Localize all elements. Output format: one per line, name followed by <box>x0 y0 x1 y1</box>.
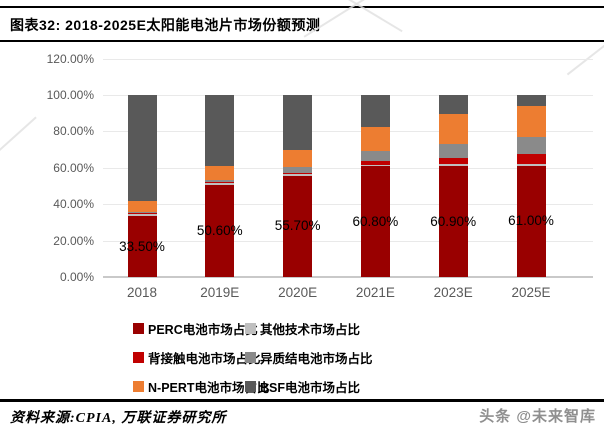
perc-data-label: 61.00% <box>508 213 554 229</box>
legend-item-hjt: 异质结电池市场占比 <box>245 348 373 367</box>
bar-segment-hjt-2019E <box>205 179 235 182</box>
perc-data-label: 33.50% <box>119 238 165 254</box>
bar-segment-other-tech-2019E <box>205 182 235 185</box>
legend-label-back-contact: 背接触电池市场占比 <box>148 352 261 366</box>
legend-swatch-hjt <box>245 352 256 363</box>
y-axis-tick-label: 80.00% <box>53 124 94 139</box>
legend-item-other-tech: 其他技术市场占比 <box>245 319 373 338</box>
y-axis-tick-label: 0.00% <box>59 270 94 284</box>
legend-swatch-back-contact <box>133 352 144 363</box>
source-note: 资料来源:CPIA, 万联证券研究所 <box>10 411 227 426</box>
perc-data-label: 50.60% <box>196 222 243 238</box>
x-axis-category-label: 2021E <box>355 285 395 300</box>
bar-segment-bsf-2021E <box>360 95 390 127</box>
watermark-text: 头条 @未来智库 <box>479 408 596 425</box>
bar-segment-bsf-2023E <box>438 95 468 115</box>
top-rule <box>0 6 604 8</box>
perc-data-label: 60.80% <box>352 213 399 229</box>
bar-segment-n-pert-2021E <box>360 126 390 151</box>
bar-segment-perc-2018 <box>127 216 157 277</box>
bar-segment-perc-2021E <box>360 166 390 277</box>
legend-swatch-n-pert <box>133 381 144 392</box>
bar-segment-back-contact-2025E <box>516 154 546 165</box>
y-axis-tick-label: 100.00% <box>46 88 94 102</box>
x-axis-line <box>103 276 593 278</box>
bar-segment-hjt-2018 <box>127 212 157 213</box>
legend-item-back-contact: 背接触电池市场占比 <box>133 348 261 367</box>
x-axis-category-label: 2020E <box>278 285 318 300</box>
bar-segment-hjt-2020E <box>283 167 313 173</box>
y-axis-tick-label: 40.00% <box>53 197 94 212</box>
x-axis-category-label: 2019E <box>200 285 240 300</box>
bar-segment-hjt-2023E <box>438 144 468 158</box>
bar-segment-n-pert-2019E <box>205 165 235 180</box>
bar-segment-back-contact-2023E <box>438 157 468 164</box>
gridline-100 <box>103 95 593 96</box>
x-axis-category-label: 2025E <box>511 285 551 300</box>
bar-segment-n-pert-2018 <box>127 201 157 213</box>
legend-item-perc: PERC电池市场占比 <box>133 319 258 338</box>
y-axis-tick-label: 120.00% <box>46 51 94 66</box>
y-axis-tick-label: 20.00% <box>53 233 94 248</box>
bar-segment-hjt-2021E <box>360 150 390 162</box>
x-axis-category-label: 2018 <box>126 285 158 300</box>
bar-segment-other-tech-2018 <box>127 213 157 217</box>
bar-segment-bsf-2025E <box>516 95 546 106</box>
bar-segment-perc-2019E <box>205 184 235 277</box>
bar-segment-n-pert-2023E <box>438 114 468 145</box>
perc-data-label: 60.90% <box>430 213 477 229</box>
gridline-120 <box>103 58 593 60</box>
gridline-20 <box>103 240 593 242</box>
perc-data-label: 55.70% <box>274 218 321 234</box>
legend-label-perc: PERC电池市场占比 <box>148 323 258 337</box>
bar-segment-back-contact-2020E <box>283 172 313 174</box>
legend-swatch-other-tech <box>245 323 256 334</box>
footer-rule <box>0 399 604 402</box>
x-axis-category-label: 2023E <box>433 285 473 300</box>
bar-segment-other-tech-2020E <box>283 173 313 176</box>
title-underline-rule <box>0 40 604 42</box>
bar-segment-bsf-2018 <box>127 95 157 202</box>
bar-segment-bsf-2020E <box>283 95 313 151</box>
chart-legend: PERC电池市场占比 其他技术市场占比背接触电池市场占比 异质结电池市场占比 N-PE… <box>133 319 373 396</box>
bar-segment-bsf-2019E <box>205 95 235 166</box>
gridline-60 <box>103 167 593 169</box>
gridline-80 <box>103 131 593 133</box>
y-axis-tick-label: 60.00% <box>53 160 94 175</box>
legend-swatch-bsf <box>245 381 256 392</box>
bar-segment-other-tech-2023E <box>438 163 468 167</box>
bar-segment-other-tech-2021E <box>360 165 390 167</box>
legend-label-hjt: 异质结电池市场占比 <box>260 352 373 366</box>
legend-swatch-perc <box>133 323 144 334</box>
legend-label-n-pert: N-PERT电池市场占比 <box>148 381 270 395</box>
chart-title: 图表32: 2018-2025E太阳能电池片市场份额预测 <box>10 17 321 33</box>
bar-segment-back-contact-2019E <box>205 181 235 183</box>
bar-segment-perc-2020E <box>283 175 313 277</box>
legend-item-n-pert: N-PERT电池市场占比 <box>133 377 270 396</box>
gridline-40 <box>103 204 593 206</box>
bar-segment-back-contact-2021E <box>360 161 390 166</box>
bar-segment-other-tech-2025E <box>516 164 546 166</box>
bar-segment-perc-2023E <box>438 166 468 277</box>
legend-label-bsf: BSF电池市场占比 <box>260 381 361 395</box>
legend-label-other-tech: 其他技术市场占比 <box>260 323 361 337</box>
bar-segment-hjt-2025E <box>516 136 546 155</box>
bar-segment-perc-2025E <box>516 165 546 277</box>
legend-item-bsf: BSF电池市场占比 <box>245 377 373 396</box>
bar-segment-n-pert-2020E <box>283 150 313 168</box>
bar-segment-n-pert-2025E <box>516 105 546 137</box>
